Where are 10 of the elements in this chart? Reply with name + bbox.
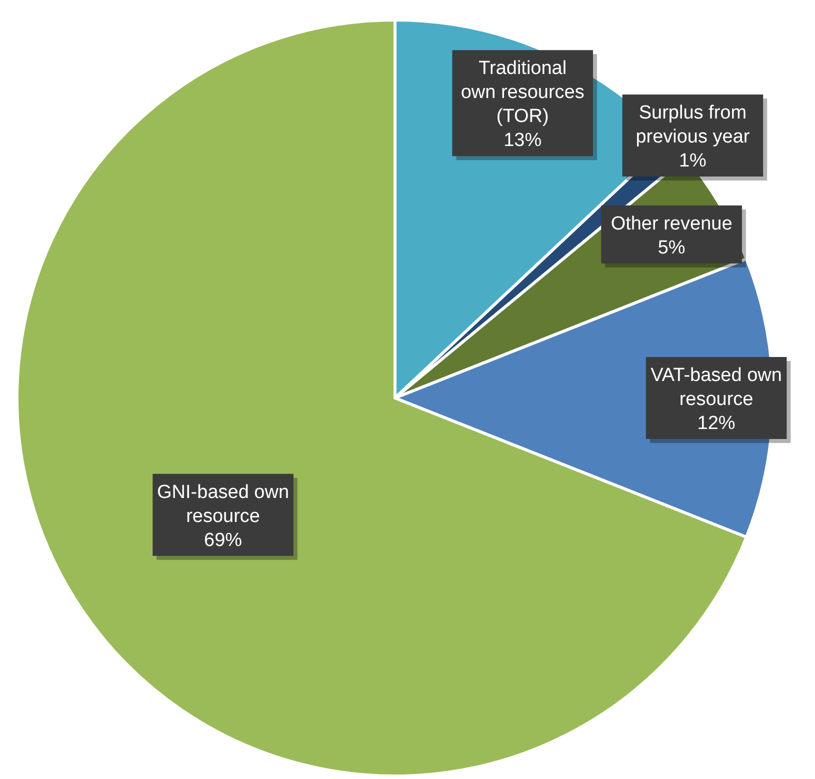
slice-label: GNI-based own resource <box>157 482 290 527</box>
slice-label: Other revenue <box>610 213 732 234</box>
slice-label: Traditional own resources (TOR) <box>460 58 584 128</box>
data-label: 12% <box>697 413 736 434</box>
data-label: 5% <box>658 237 686 258</box>
slice-label: Surplus from previous year <box>636 102 750 148</box>
slice-label: VAT-based own resource <box>650 365 782 410</box>
data-label: 69% <box>204 530 242 551</box>
data-label: 13% <box>504 130 542 152</box>
data-label: 1% <box>678 150 707 172</box>
